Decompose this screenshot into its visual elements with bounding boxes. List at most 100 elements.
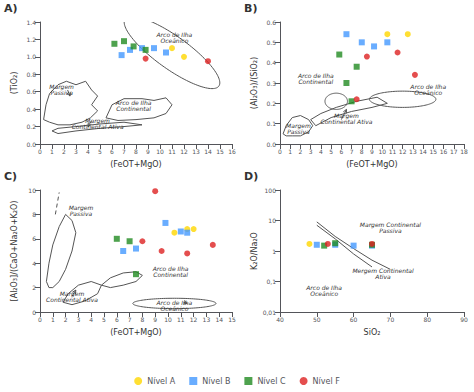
svg-text:K₂O/Na₂O: K₂O/Na₂O — [250, 232, 259, 270]
svg-text:5: 5 — [102, 316, 106, 323]
svg-text:16: 16 — [228, 148, 236, 155]
svg-text:0: 0 — [38, 148, 42, 155]
svg-text:0: 0 — [38, 316, 42, 323]
svg-text:14: 14 — [419, 148, 427, 155]
svg-text:Oceânico: Oceânico — [310, 290, 338, 297]
svg-text:7: 7 — [128, 316, 132, 323]
svg-text:3: 3 — [76, 316, 80, 323]
svg-text:Nível C: Nível C — [257, 377, 286, 386]
svg-text:60: 60 — [350, 316, 358, 323]
svg-text:1: 1 — [51, 316, 55, 323]
svg-text:16: 16 — [440, 148, 448, 155]
svg-text:0: 0 — [32, 309, 36, 316]
svg-text:14: 14 — [215, 316, 223, 323]
svg-text:70: 70 — [387, 316, 395, 323]
svg-text:0,1: 0,1 — [266, 278, 276, 285]
svg-text:15: 15 — [216, 148, 224, 155]
svg-text:9: 9 — [146, 148, 150, 155]
svg-text:Continental Ativa: Continental Ativa — [72, 123, 124, 130]
svg-text:17: 17 — [450, 148, 458, 155]
svg-text:6: 6 — [32, 235, 36, 242]
svg-text:18: 18 — [460, 148, 468, 155]
svg-text:0.4: 0.4 — [26, 106, 36, 113]
svg-text:7: 7 — [350, 148, 354, 155]
svg-text:11: 11 — [177, 316, 185, 323]
svg-text:(TiO₂): (TiO₂) — [10, 72, 19, 95]
svg-text:1.0: 1.0 — [26, 53, 36, 60]
svg-text:1.2: 1.2 — [26, 36, 36, 43]
svg-text:C): C) — [4, 170, 17, 183]
svg-text:Continental: Continental — [153, 271, 188, 278]
svg-text:8: 8 — [360, 148, 364, 155]
svg-text:9: 9 — [370, 148, 374, 155]
svg-text:8: 8 — [140, 316, 144, 323]
svg-text:Continental Ativa: Continental Ativa — [320, 118, 372, 125]
svg-text:1: 1 — [288, 148, 292, 155]
svg-text:90: 90 — [460, 316, 468, 323]
svg-text:0.6: 0.6 — [26, 88, 36, 95]
svg-text:5: 5 — [98, 148, 102, 155]
svg-text:Oceânico: Oceânico — [160, 305, 188, 312]
svg-text:14: 14 — [204, 148, 212, 155]
svg-text:10: 10 — [156, 148, 164, 155]
svg-text:4: 4 — [89, 316, 93, 323]
svg-text:Nível F: Nível F — [313, 377, 341, 386]
svg-text:0,01: 0,01 — [263, 309, 277, 316]
svg-text:Ativa: Ativa — [374, 273, 391, 280]
svg-text:A): A) — [4, 2, 18, 15]
svg-text:0.1: 0.1 — [266, 120, 276, 127]
svg-text:13: 13 — [192, 148, 200, 155]
svg-text:0.5: 0.5 — [266, 39, 276, 46]
svg-text:10: 10 — [164, 316, 172, 323]
svg-text:8: 8 — [32, 211, 36, 218]
svg-text:11: 11 — [389, 148, 397, 155]
svg-text:Passiva: Passiva — [50, 89, 73, 96]
svg-text:Continental: Continental — [298, 78, 333, 85]
svg-text:15: 15 — [228, 316, 236, 323]
svg-text:9: 9 — [153, 316, 157, 323]
svg-text:0.0: 0.0 — [266, 141, 276, 148]
svg-text:0.4: 0.4 — [266, 59, 276, 66]
svg-text:8: 8 — [134, 148, 138, 155]
svg-text:2: 2 — [32, 284, 36, 291]
svg-text:[Al₂O₃]/(CaO+Na₂O+K₂O): [Al₂O₃]/(CaO+Na₂O+K₂O) — [10, 201, 19, 302]
svg-text:D): D) — [244, 170, 258, 183]
svg-text:6: 6 — [115, 316, 119, 323]
svg-text:10: 10 — [378, 148, 386, 155]
svg-text:10: 10 — [268, 217, 276, 224]
svg-text:0.2: 0.2 — [26, 123, 36, 130]
svg-text:11: 11 — [168, 148, 176, 155]
svg-text:6: 6 — [110, 148, 114, 155]
svg-text:12: 12 — [190, 316, 198, 323]
svg-text:Continental: Continental — [116, 105, 151, 112]
svg-text:50: 50 — [313, 316, 321, 323]
svg-text:Oceânico: Oceânico — [414, 89, 442, 96]
svg-text:4: 4 — [32, 260, 36, 267]
svg-text:2: 2 — [62, 148, 66, 155]
svg-text:0.8: 0.8 — [26, 71, 36, 78]
svg-text:0.6: 0.6 — [266, 19, 276, 26]
svg-text:100: 100 — [265, 187, 277, 194]
svg-text:3: 3 — [74, 148, 78, 155]
svg-text:10: 10 — [28, 187, 36, 194]
svg-text:Passiva: Passiva — [70, 210, 93, 217]
svg-text:Passiva: Passiva — [287, 128, 310, 135]
svg-text:4: 4 — [86, 148, 90, 155]
svg-text:(FeOT+MgO): (FeOT+MgO) — [110, 160, 162, 169]
svg-text:(FeOT+MgO): (FeOT+MgO) — [346, 160, 398, 169]
svg-text:80: 80 — [423, 316, 431, 323]
svg-text:6: 6 — [339, 148, 343, 155]
svg-text:15: 15 — [430, 148, 438, 155]
svg-text:2: 2 — [299, 148, 303, 155]
svg-text:13: 13 — [203, 316, 211, 323]
svg-text:Oceânico: Oceânico — [160, 37, 188, 44]
svg-text:12: 12 — [399, 148, 407, 155]
svg-text:Continental Ativa: Continental Ativa — [46, 296, 98, 303]
svg-text:0.2: 0.2 — [266, 100, 276, 107]
svg-text:SiO₂: SiO₂ — [364, 328, 381, 337]
svg-text:Nível B: Nível B — [202, 377, 230, 386]
svg-text:(FeOT+MgO): (FeOT+MgO) — [110, 328, 162, 337]
svg-text:13: 13 — [409, 148, 417, 155]
svg-text:1.4: 1.4 — [26, 19, 36, 26]
svg-text:0: 0 — [278, 148, 282, 155]
